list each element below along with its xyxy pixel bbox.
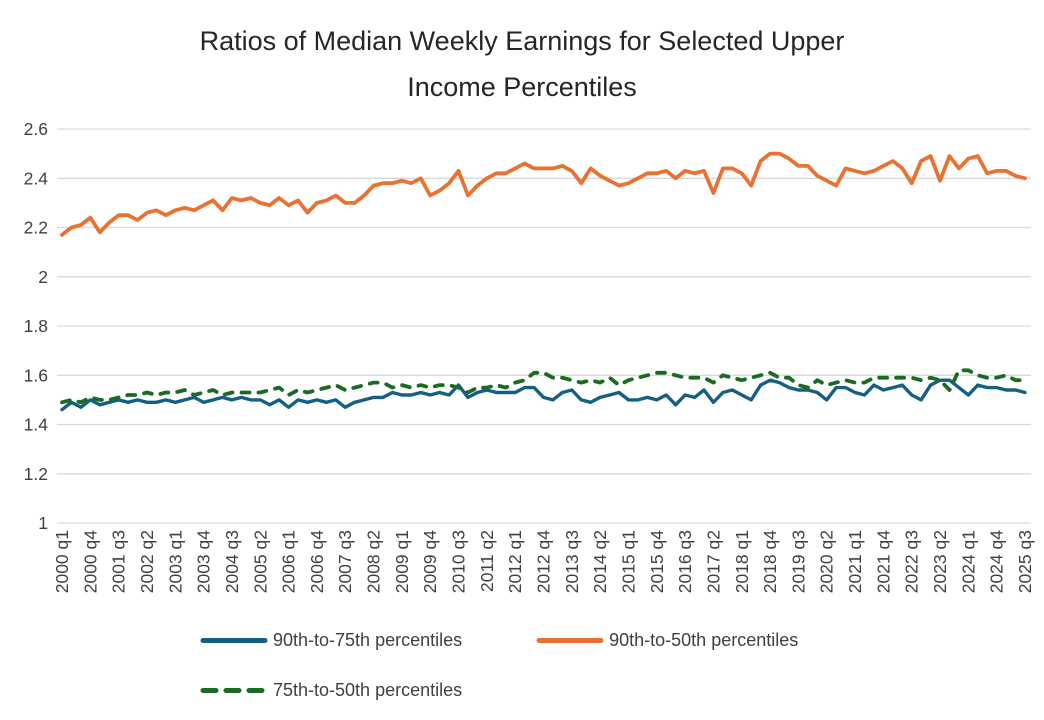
legend-item-90th-to-50th: 90th-to-50th percentiles: [536, 630, 798, 651]
x-axis-tick-label: 2024 q1: [958, 530, 978, 593]
legend-label-90th-to-75th: 90th-to-75th percentiles: [273, 629, 463, 650]
x-axis-tick-label: 2018 q4: [760, 530, 780, 594]
legend-label-75th-to-50th: 75th-to-50th percentiles: [273, 679, 463, 700]
x-axis-tick-label: 2013 q3: [562, 530, 582, 593]
x-axis-tick-label: 2014 q2: [590, 530, 610, 593]
x-axis-tick-label: 2021 q1: [845, 530, 865, 593]
y-axis-tick-label: 2.4: [24, 168, 49, 188]
legend-swatch-75th-to-50th: [200, 687, 268, 693]
x-axis-tick-label: 2018 q1: [732, 530, 752, 593]
y-axis-tick-label: 2.2: [24, 218, 48, 238]
chart-title: Ratios of Median Weekly Earnings for Sel…: [142, 18, 902, 110]
x-axis-tick-label: 2003 q4: [194, 530, 214, 594]
y-axis-tick-label: 1: [38, 513, 48, 533]
chart-title-line1: Ratios of Median Weekly Earnings for Sel…: [199, 26, 845, 56]
x-axis-tick-label: 2005 q2: [250, 530, 270, 593]
y-axis-tick-label: 1.8: [24, 316, 48, 336]
x-axis-tick-label: 2017 q2: [703, 530, 723, 593]
legend-item-75th-to-50th: 75th-to-50th percentiles: [200, 680, 462, 701]
x-axis-tick-label: 2021 q4: [873, 530, 893, 594]
x-axis-tick-label: 2000 q1: [52, 530, 72, 593]
x-axis-tick-label: 2012 q4: [534, 530, 554, 594]
x-axis-tick-label: 2006 q1: [279, 530, 299, 593]
y-axis-tick-label: 2: [38, 267, 48, 287]
chart-title-line2: Income Percentiles: [407, 72, 637, 102]
legend-swatch-90th-to-50th: [536, 637, 604, 643]
x-axis-tick-label: 2015 q1: [619, 530, 639, 593]
legend: 90th-to-75th percentiles 90th-to-50th pe…: [200, 627, 798, 703]
x-axis-tick-label: 2004 q3: [222, 530, 242, 593]
x-axis-tick-label: 2000 q4: [80, 530, 100, 594]
x-axis-tick-label: 2025 q3: [1015, 530, 1035, 593]
x-axis-tick-label: 2006 q4: [307, 530, 327, 594]
x-axis-tick-label: 2001 q3: [109, 530, 129, 593]
x-axis-tick-label: 2015 q4: [647, 530, 667, 594]
x-axis-tick-label: 2002 q2: [137, 530, 157, 593]
y-axis-tick-label: 1.2: [24, 464, 48, 484]
x-axis-tick-label: 2003 q1: [165, 530, 185, 593]
series-line-90th-to-50th-percentiles: [60, 151, 1027, 237]
legend-swatch-90th-to-75th: [200, 637, 268, 643]
x-axis-tick-label: 2010 q3: [449, 530, 469, 593]
x-axis-tick-label: 2022 q3: [902, 530, 922, 593]
x-axis-tick-label: 2019 q3: [788, 530, 808, 593]
y-axis-tick-label: 1.6: [24, 365, 48, 385]
x-axis-tick-label: 2011 q2: [477, 530, 497, 592]
x-axis-tick-label: 2008 q2: [364, 530, 384, 593]
x-axis-tick-label: 2023 q2: [930, 530, 950, 593]
legend-item-90th-to-75th: 90th-to-75th percentiles: [200, 630, 462, 651]
y-axis-tick-label: 1.4: [24, 415, 49, 435]
legend-row-2: 75th-to-50th percentiles: [200, 677, 798, 703]
x-axis-tick-label: 2016 q3: [675, 530, 695, 593]
series-line-75th-to-50th-percentiles: [60, 368, 1027, 405]
legend-label-90th-to-50th: 90th-to-50th percentiles: [609, 629, 799, 650]
x-axis-tick-label: 2007 q3: [335, 530, 355, 593]
x-axis-tick-label: 2009 q4: [420, 530, 440, 594]
x-axis-tick-label: 2024 q4: [987, 530, 1007, 594]
legend-row-1: 90th-to-75th percentiles 90th-to-50th pe…: [200, 627, 798, 653]
y-axis-tick-label: 2.6: [24, 119, 48, 139]
x-axis-tick-label: 2020 q2: [817, 530, 837, 593]
series-line-90th-to-75th-percentiles: [60, 378, 1027, 412]
x-axis-tick-label: 2009 q1: [392, 530, 412, 593]
x-axis-tick-label: 2012 q1: [505, 530, 525, 593]
